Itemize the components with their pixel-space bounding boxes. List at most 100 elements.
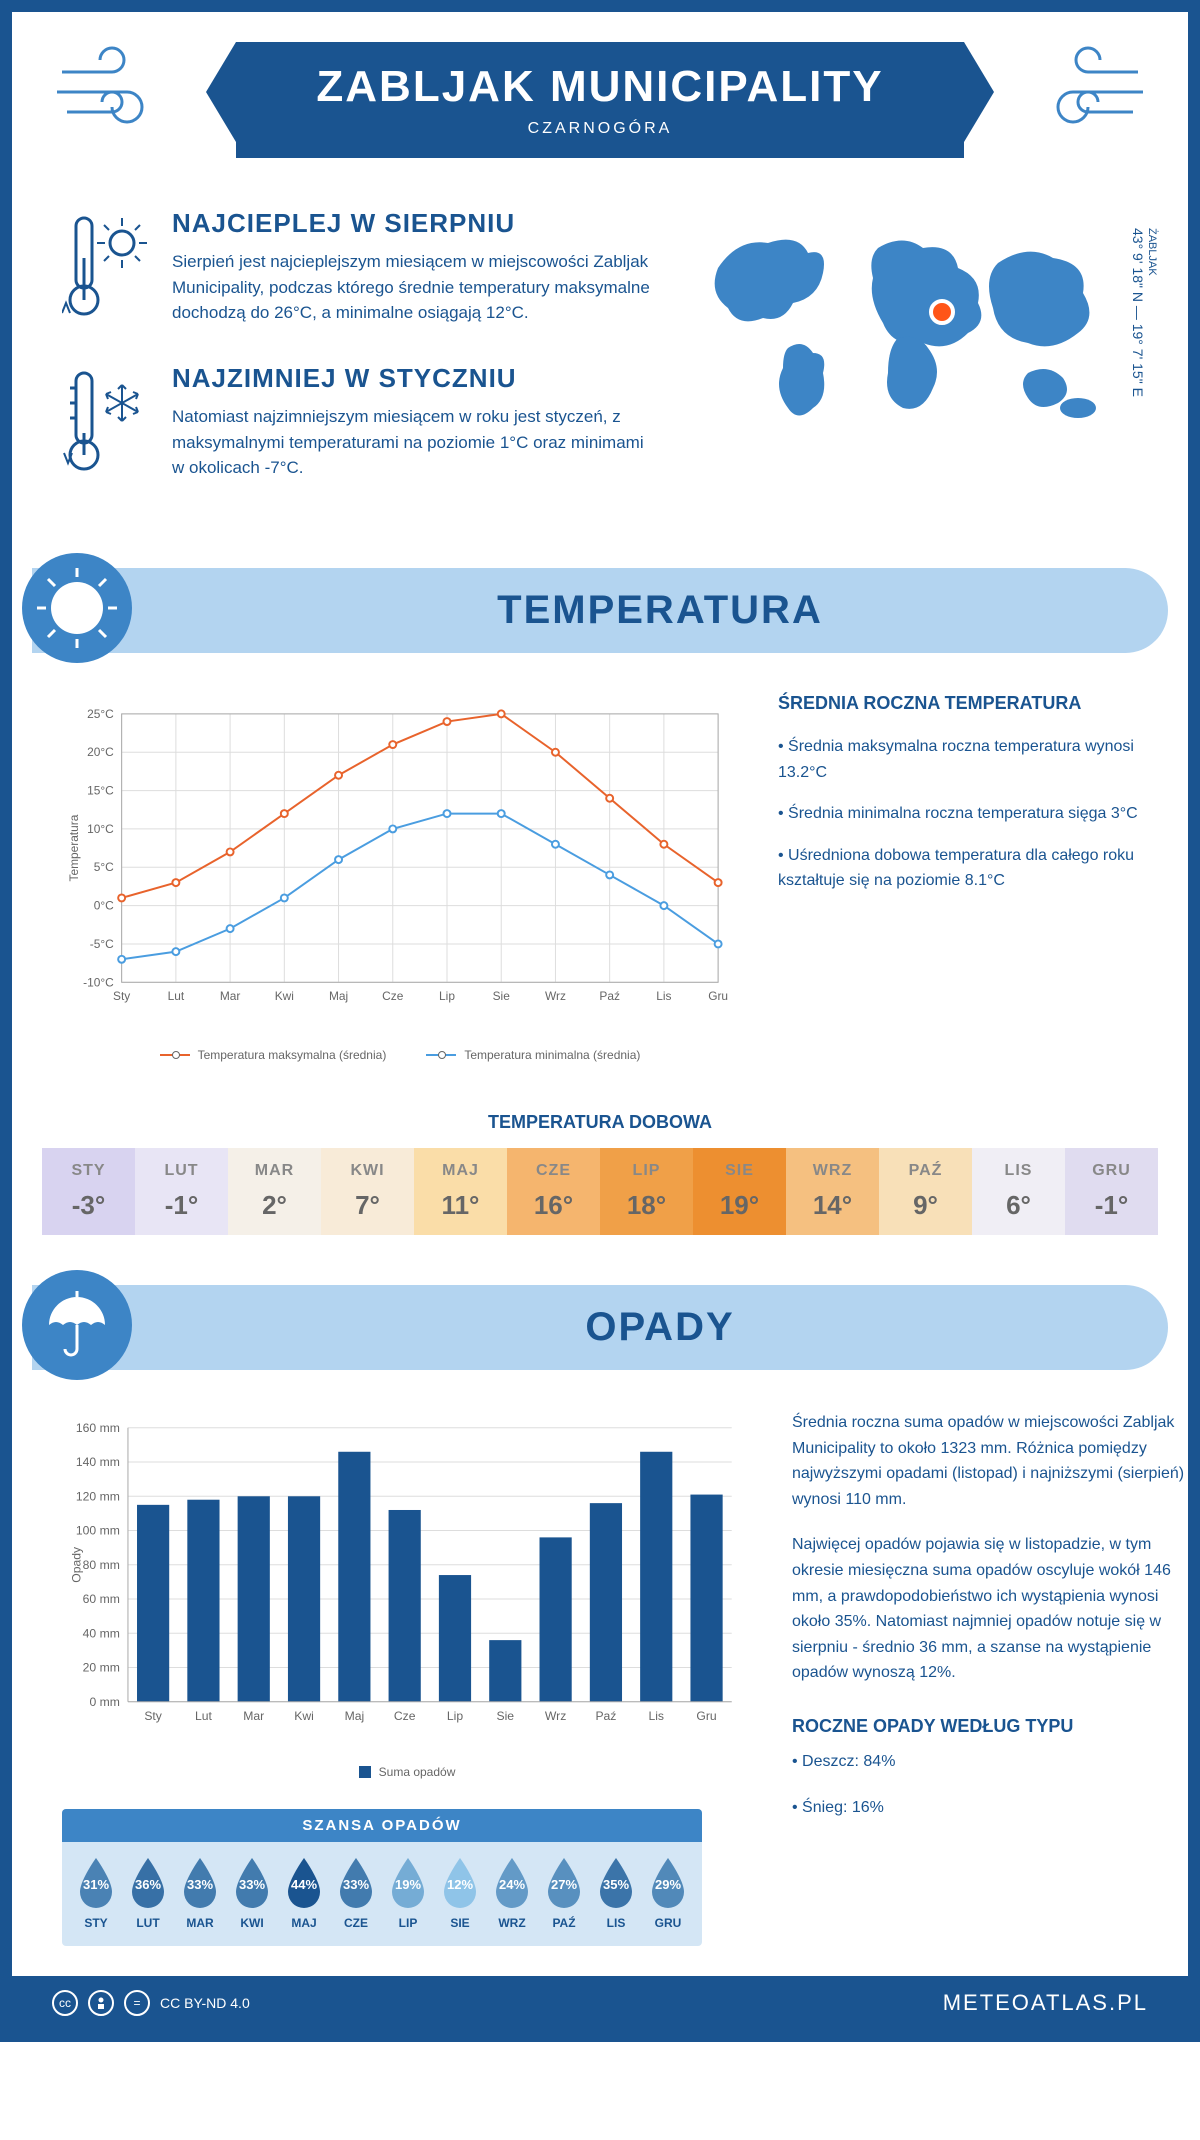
page-frame: ZABLJAK MUNICIPALITY CZARNOGÓRA NAJCIEPL…	[0, 0, 1200, 2042]
map-column: ŻABLJAK 43° 9' 18" N — 19° 7' 15" E	[698, 208, 1138, 518]
license-block: cc = CC BY-ND 4.0	[52, 1990, 250, 2016]
thermometer-sun-icon	[62, 208, 152, 333]
svg-text:Mar: Mar	[220, 989, 241, 1003]
temp-bullet: • Uśredniona dobowa temperatura dla całe…	[778, 843, 1138, 894]
svg-text:Temperatura: Temperatura	[67, 814, 81, 881]
temperature-chart: -10°C-5°C0°C5°C10°C15°C20°C25°CStyLutMar…	[62, 693, 738, 1062]
svg-text:Sty: Sty	[113, 989, 130, 1003]
title-banner: ZABLJAK MUNICIPALITY CZARNOGÓRA	[236, 42, 963, 158]
heat-cell: STY-3°	[42, 1148, 135, 1235]
heat-cell: LUT-1°	[135, 1148, 228, 1235]
precip-type-title: ROCZNE OPADY WEDŁUG TYPU	[792, 1716, 1192, 1737]
svg-text:Kwi: Kwi	[275, 989, 294, 1003]
precip-type-rain: • Deszcz: 84%	[792, 1749, 1192, 1775]
page-title: ZABLJAK MUNICIPALITY	[316, 62, 883, 112]
precipitation-heading: OPADY	[192, 1305, 1128, 1350]
svg-text:40 mm: 40 mm	[83, 1626, 120, 1640]
svg-text:Cze: Cze	[394, 1709, 416, 1723]
heat-cell: WRZ14°	[786, 1148, 879, 1235]
svg-text:80 mm: 80 mm	[83, 1558, 120, 1572]
svg-text:Sie: Sie	[497, 1709, 515, 1723]
svg-text:Opady: Opady	[69, 1546, 83, 1583]
precipitation-summary: Średnia roczna suma opadów w miejscowośc…	[792, 1410, 1192, 1946]
map-marker-icon	[928, 298, 956, 331]
svg-text:100 mm: 100 mm	[76, 1524, 120, 1538]
temp-legend: Temperatura maksymalna (średnia) Tempera…	[62, 1048, 738, 1062]
temperature-heading: TEMPERATURA	[192, 588, 1128, 633]
by-icon	[88, 1990, 114, 2016]
warmest-title: NAJCIEPLEJ W SIERPNIU	[172, 208, 658, 239]
heat-cell: LIS6°	[972, 1148, 1065, 1235]
precipitation-banner: OPADY	[32, 1285, 1168, 1370]
footer: cc = CC BY-ND 4.0 METEOATLAS.PL	[12, 1976, 1188, 2030]
page-subtitle: CZARNOGÓRA	[316, 120, 883, 138]
svg-text:0°C: 0°C	[94, 899, 114, 913]
svg-text:-5°C: -5°C	[90, 937, 114, 951]
svg-text:25°C: 25°C	[87, 707, 114, 721]
coords-value: 43° 9' 18" N — 19° 7' 15" E	[1130, 228, 1146, 397]
svg-text:Wrz: Wrz	[545, 1709, 566, 1723]
svg-text:Gru: Gru	[696, 1709, 716, 1723]
svg-text:120 mm: 120 mm	[76, 1489, 120, 1503]
heat-cell: GRU-1°	[1065, 1148, 1158, 1235]
coords-label: ŻABLJAK	[1146, 228, 1158, 393]
chance-item: 29% GRU	[644, 1856, 692, 1930]
wind-icon	[1018, 42, 1148, 147]
chance-item: 19% LIP	[384, 1856, 432, 1930]
license-text: CC BY-ND 4.0	[160, 1995, 250, 2011]
heatmap-title: TEMPERATURA DOBOWA	[12, 1112, 1188, 1133]
precip-legend: Suma opadów	[62, 1765, 752, 1779]
legend-min: Temperatura minimalna (średnia)	[464, 1048, 640, 1062]
chance-item: 33% KWI	[228, 1856, 276, 1930]
heat-cell: MAJ11°	[414, 1148, 507, 1235]
svg-text:10°C: 10°C	[87, 822, 114, 836]
wind-icon	[52, 42, 182, 147]
temperature-heatmap: STY-3°LUT-1°MAR2°KWI7°MAJ11°CZE16°LIP18°…	[42, 1148, 1158, 1235]
chance-item: 33% CZE	[332, 1856, 380, 1930]
cc-icon: cc	[52, 1990, 78, 2016]
coldest-text: Natomiast najzimniejszym miesiącem w rok…	[172, 404, 658, 481]
svg-text:60 mm: 60 mm	[83, 1592, 120, 1606]
svg-text:Maj: Maj	[345, 1709, 365, 1723]
legend-max: Temperatura maksymalna (średnia)	[198, 1048, 387, 1062]
svg-text:140 mm: 140 mm	[76, 1455, 120, 1469]
chance-item: 12% SIE	[436, 1856, 484, 1930]
chance-item: 31% STY	[72, 1856, 120, 1930]
svg-text:Wrz: Wrz	[545, 989, 566, 1003]
heat-cell: PAŹ9°	[879, 1148, 972, 1235]
svg-text:Sty: Sty	[144, 1709, 162, 1723]
intro-text-column: NAJCIEPLEJ W SIERPNIU Sierpień jest najc…	[62, 208, 658, 518]
thermometer-snow-icon	[62, 363, 152, 488]
svg-text:Maj: Maj	[329, 989, 348, 1003]
nd-icon: =	[124, 1990, 150, 2016]
chance-strip: SZANSA OPADÓW 31% STY 36% LUT 33% MAR 33…	[62, 1809, 702, 1946]
coordinates: ŻABLJAK 43° 9' 18" N — 19° 7' 15" E	[1130, 228, 1158, 397]
svg-text:Lis: Lis	[656, 989, 671, 1003]
chance-item: 36% LUT	[124, 1856, 172, 1930]
heat-cell: CZE16°	[507, 1148, 600, 1235]
coldest-title: NAJZIMNIEJ W STYCZNIU	[172, 363, 658, 394]
precip-p2: Najwięcej opadów pojawia się w listopadz…	[792, 1532, 1192, 1686]
svg-text:Cze: Cze	[382, 989, 404, 1003]
precipitation-chart: 0 mm20 mm40 mm60 mm80 mm100 mm120 mm140 …	[62, 1410, 752, 1946]
warmest-text: Sierpień jest najcieplejszym miesiącem w…	[172, 249, 658, 326]
precipitation-section: 0 mm20 mm40 mm60 mm80 mm100 mm120 mm140 …	[12, 1390, 1188, 1976]
temperature-section: -10°C-5°C0°C5°C10°C15°C20°C25°CStyLutMar…	[12, 673, 1188, 1092]
svg-text:Lip: Lip	[439, 989, 455, 1003]
svg-text:20 mm: 20 mm	[83, 1661, 120, 1675]
svg-text:Lut: Lut	[195, 1709, 213, 1723]
svg-text:Mar: Mar	[243, 1709, 264, 1723]
temp-bullet: • Średnia minimalna roczna temperatura s…	[778, 801, 1138, 827]
umbrella-icon	[22, 1270, 132, 1380]
temperature-banner: TEMPERATURA	[32, 568, 1168, 653]
precip-p1: Średnia roczna suma opadów w miejscowośc…	[792, 1410, 1192, 1512]
svg-text:-10°C: -10°C	[83, 975, 114, 989]
precip-type-snow: • Śnieg: 16%	[792, 1795, 1192, 1821]
world-map-icon	[698, 208, 1138, 453]
legend-sum: Suma opadów	[379, 1765, 456, 1779]
svg-text:Kwi: Kwi	[294, 1709, 314, 1723]
svg-text:Sie: Sie	[493, 989, 511, 1003]
heat-cell: SIE19°	[693, 1148, 786, 1235]
warmest-block: NAJCIEPLEJ W SIERPNIU Sierpień jest najc…	[62, 208, 658, 333]
chance-item: 44% MAJ	[280, 1856, 328, 1930]
